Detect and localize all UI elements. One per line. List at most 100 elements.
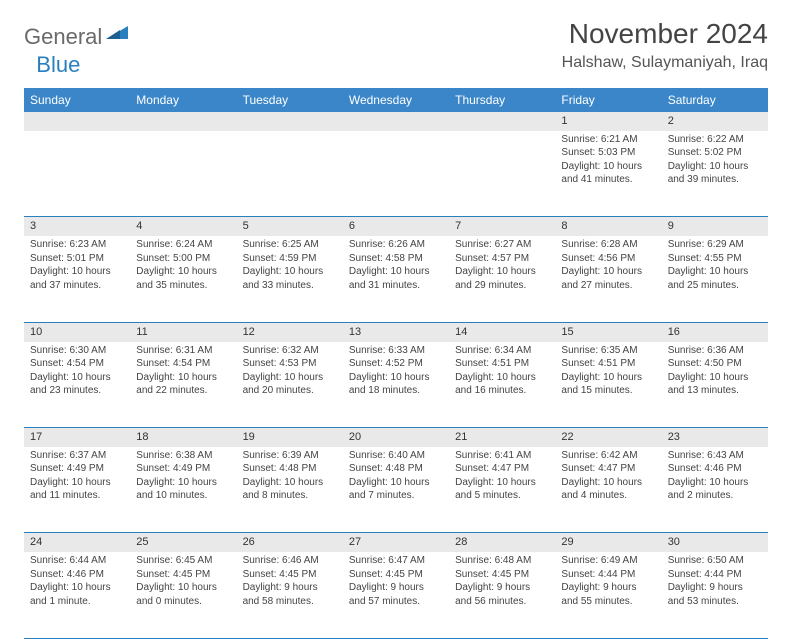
day-cell: Sunrise: 6:29 AMSunset: 4:55 PMDaylight:… (662, 236, 768, 322)
sunset-line: Sunset: 4:51 PM (561, 357, 655, 371)
day-cell: Sunrise: 6:40 AMSunset: 4:48 PMDaylight:… (343, 447, 449, 533)
sunrise-line: Sunrise: 6:31 AM (136, 344, 230, 358)
day-cell-body: Sunrise: 6:36 AMSunset: 4:50 PMDaylight:… (662, 342, 768, 402)
day-number-cell: 8 (555, 217, 661, 236)
logo-text-blue: Blue (36, 52, 80, 78)
day-cell: Sunrise: 6:31 AMSunset: 4:54 PMDaylight:… (130, 342, 236, 428)
sunrise-line: Sunrise: 6:26 AM (349, 238, 443, 252)
sunrise-line: Sunrise: 6:34 AM (455, 344, 549, 358)
day-number-cell: 11 (130, 322, 236, 341)
location-subtitle: Halshaw, Sulaymaniyah, Iraq (562, 54, 768, 72)
daynum-row: 17181920212223 (24, 428, 768, 447)
sunrise-line: Sunrise: 6:46 AM (243, 554, 337, 568)
day-cell-body: Sunrise: 6:28 AMSunset: 4:56 PMDaylight:… (555, 236, 661, 296)
day-number-cell: 5 (237, 217, 343, 236)
sunrise-line: Sunrise: 6:37 AM (30, 449, 124, 463)
daylight-line: Daylight: 10 hours and 5 minutes. (455, 476, 549, 503)
sunset-line: Sunset: 4:54 PM (30, 357, 124, 371)
day-number-cell (130, 112, 236, 131)
week-row: Sunrise: 6:21 AMSunset: 5:03 PMDaylight:… (24, 131, 768, 217)
sunset-line: Sunset: 4:59 PM (243, 252, 337, 266)
day-cell-body: Sunrise: 6:44 AMSunset: 4:46 PMDaylight:… (24, 552, 130, 612)
day-header: Saturday (662, 88, 768, 112)
daylight-line: Daylight: 10 hours and 29 minutes. (455, 265, 549, 292)
sunset-line: Sunset: 4:49 PM (30, 462, 124, 476)
day-cell-body: Sunrise: 6:47 AMSunset: 4:45 PMDaylight:… (343, 552, 449, 612)
daylight-line: Daylight: 10 hours and 39 minutes. (668, 160, 762, 187)
day-cell-body: Sunrise: 6:34 AMSunset: 4:51 PMDaylight:… (449, 342, 555, 402)
day-cell (343, 131, 449, 217)
sunrise-line: Sunrise: 6:33 AM (349, 344, 443, 358)
day-cell-body: Sunrise: 6:21 AMSunset: 5:03 PMDaylight:… (555, 131, 661, 191)
day-number-cell: 27 (343, 533, 449, 552)
daylight-line: Daylight: 10 hours and 2 minutes. (668, 476, 762, 503)
day-cell (449, 131, 555, 217)
week-row: Sunrise: 6:23 AMSunset: 5:01 PMDaylight:… (24, 236, 768, 322)
day-number-cell: 30 (662, 533, 768, 552)
day-cell: Sunrise: 6:22 AMSunset: 5:02 PMDaylight:… (662, 131, 768, 217)
sunrise-line: Sunrise: 6:23 AM (30, 238, 124, 252)
day-number-cell: 21 (449, 428, 555, 447)
day-number-cell: 10 (24, 322, 130, 341)
sunrise-line: Sunrise: 6:36 AM (668, 344, 762, 358)
day-number-cell (24, 112, 130, 131)
daylight-line: Daylight: 10 hours and 7 minutes. (349, 476, 443, 503)
sunrise-line: Sunrise: 6:32 AM (243, 344, 337, 358)
daylight-line: Daylight: 10 hours and 41 minutes. (561, 160, 655, 187)
daylight-line: Daylight: 10 hours and 0 minutes. (136, 581, 230, 608)
day-cell (24, 131, 130, 217)
sunset-line: Sunset: 5:03 PM (561, 146, 655, 160)
day-cell: Sunrise: 6:27 AMSunset: 4:57 PMDaylight:… (449, 236, 555, 322)
sunrise-line: Sunrise: 6:22 AM (668, 133, 762, 147)
daylight-line: Daylight: 10 hours and 25 minutes. (668, 265, 762, 292)
day-cell-body: Sunrise: 6:26 AMSunset: 4:58 PMDaylight:… (343, 236, 449, 296)
sunset-line: Sunset: 4:48 PM (243, 462, 337, 476)
logo-text-general: General (24, 24, 102, 50)
day-cell-body: Sunrise: 6:33 AMSunset: 4:52 PMDaylight:… (343, 342, 449, 402)
sunset-line: Sunset: 4:49 PM (136, 462, 230, 476)
day-cell-body: Sunrise: 6:30 AMSunset: 4:54 PMDaylight:… (24, 342, 130, 402)
calendar-table: SundayMondayTuesdayWednesdayThursdayFrid… (24, 88, 768, 639)
daylight-line: Daylight: 9 hours and 55 minutes. (561, 581, 655, 608)
sunset-line: Sunset: 5:02 PM (668, 146, 762, 160)
day-cell: Sunrise: 6:30 AMSunset: 4:54 PMDaylight:… (24, 342, 130, 428)
day-cell-body: Sunrise: 6:40 AMSunset: 4:48 PMDaylight:… (343, 447, 449, 507)
daynum-row: 12 (24, 112, 768, 131)
day-number-cell: 9 (662, 217, 768, 236)
sunset-line: Sunset: 4:53 PM (243, 357, 337, 371)
sunrise-line: Sunrise: 6:42 AM (561, 449, 655, 463)
sunset-line: Sunset: 4:55 PM (668, 252, 762, 266)
day-cell (237, 131, 343, 217)
day-cell: Sunrise: 6:25 AMSunset: 4:59 PMDaylight:… (237, 236, 343, 322)
day-number-cell: 7 (449, 217, 555, 236)
sunset-line: Sunset: 4:46 PM (30, 568, 124, 582)
day-cell: Sunrise: 6:32 AMSunset: 4:53 PMDaylight:… (237, 342, 343, 428)
week-row: Sunrise: 6:30 AMSunset: 4:54 PMDaylight:… (24, 342, 768, 428)
sunset-line: Sunset: 4:57 PM (455, 252, 549, 266)
day-number-cell: 24 (24, 533, 130, 552)
day-cell-body: Sunrise: 6:31 AMSunset: 4:54 PMDaylight:… (130, 342, 236, 402)
day-cell: Sunrise: 6:33 AMSunset: 4:52 PMDaylight:… (343, 342, 449, 428)
day-cell: Sunrise: 6:34 AMSunset: 4:51 PMDaylight:… (449, 342, 555, 428)
daynum-row: 3456789 (24, 217, 768, 236)
day-number-cell (237, 112, 343, 131)
day-number-cell: 2 (662, 112, 768, 131)
day-header: Thursday (449, 88, 555, 112)
daylight-line: Daylight: 10 hours and 35 minutes. (136, 265, 230, 292)
day-cell-body: Sunrise: 6:50 AMSunset: 4:44 PMDaylight:… (662, 552, 768, 612)
daylight-line: Daylight: 10 hours and 4 minutes. (561, 476, 655, 503)
day-cell: Sunrise: 6:23 AMSunset: 5:01 PMDaylight:… (24, 236, 130, 322)
day-number-cell: 15 (555, 322, 661, 341)
day-cell (130, 131, 236, 217)
sunrise-line: Sunrise: 6:28 AM (561, 238, 655, 252)
day-cell: Sunrise: 6:50 AMSunset: 4:44 PMDaylight:… (662, 552, 768, 638)
day-number-cell (343, 112, 449, 131)
day-cell: Sunrise: 6:46 AMSunset: 4:45 PMDaylight:… (237, 552, 343, 638)
day-cell-body: Sunrise: 6:22 AMSunset: 5:02 PMDaylight:… (662, 131, 768, 191)
day-cell-body: Sunrise: 6:32 AMSunset: 4:53 PMDaylight:… (237, 342, 343, 402)
sunrise-line: Sunrise: 6:43 AM (668, 449, 762, 463)
day-header: Wednesday (343, 88, 449, 112)
day-cell: Sunrise: 6:49 AMSunset: 4:44 PMDaylight:… (555, 552, 661, 638)
sunrise-line: Sunrise: 6:44 AM (30, 554, 124, 568)
day-header-row: SundayMondayTuesdayWednesdayThursdayFrid… (24, 88, 768, 112)
